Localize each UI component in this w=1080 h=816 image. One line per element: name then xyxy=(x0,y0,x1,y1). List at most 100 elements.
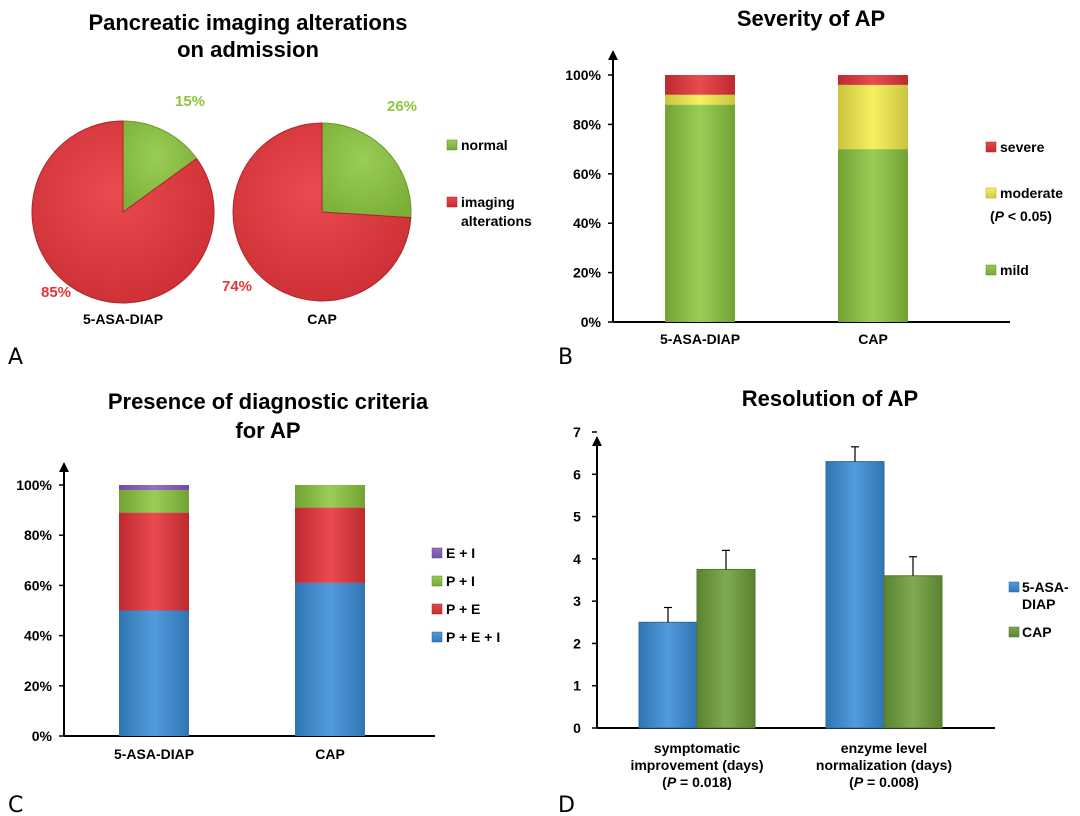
panel-label-c: C xyxy=(8,793,23,816)
panel-b-title: Severity of AP xyxy=(737,6,885,31)
panel-c-y-tick-label: 0% xyxy=(32,728,53,744)
panel-c-y-tick-label: 60% xyxy=(24,577,53,593)
paren: ( xyxy=(849,774,854,790)
legend-swatch xyxy=(446,139,458,151)
panel-d-y-tick-label: 2 xyxy=(573,635,581,651)
panel-c-y-tick-label: 40% xyxy=(24,628,53,644)
panel-label-a: A xyxy=(8,345,23,370)
panel-b-bar-segment xyxy=(838,84,908,150)
axis-arrow-icon xyxy=(592,436,602,446)
panel-b-y-tick-label: 0% xyxy=(581,314,602,330)
panel-d-bar xyxy=(825,461,885,729)
pie-slice xyxy=(122,120,198,213)
panel-c-title: for AP xyxy=(235,418,300,443)
panel-d-y-tick-label: 5 xyxy=(573,509,581,525)
pie-category-label: CAP xyxy=(307,311,337,327)
panel-b-y-tick-label: 100% xyxy=(565,67,601,83)
axis-arrow-icon xyxy=(608,50,618,60)
legend-label: P + E + I xyxy=(446,629,500,645)
legend-label: 5-ASA- xyxy=(1022,579,1069,595)
legend-swatch xyxy=(431,603,443,615)
p-rest: = 0.018) xyxy=(676,774,732,790)
panel-c-category-label: 5-ASA-DIAP xyxy=(114,746,194,762)
panel-d-category-label: enzyme level xyxy=(841,740,927,756)
legend-label: severe xyxy=(1000,139,1045,155)
panel-d-p-value: (P = 0.008) xyxy=(849,774,919,790)
p-symbol: P xyxy=(667,774,677,790)
panel-a-title: on admission xyxy=(177,37,319,62)
pie-slice xyxy=(232,122,412,302)
legend-label: imaging xyxy=(461,194,515,210)
panel-a-title: Pancreatic imaging alterations xyxy=(88,10,407,35)
legend-label: alterations xyxy=(461,213,532,229)
legend-label: normal xyxy=(461,137,508,153)
p-rest: = 0.008) xyxy=(863,774,919,790)
legend-swatch xyxy=(1008,581,1020,593)
panel-c-bar-segment xyxy=(119,610,189,736)
panel-d-bar xyxy=(696,568,756,729)
panel-c-category-label: CAP xyxy=(315,746,345,762)
panel-b-y-tick-label: 40% xyxy=(573,215,602,231)
legend-swatch xyxy=(431,547,443,559)
panel-d-y-tick-label: 4 xyxy=(573,551,581,567)
panel-b-bar-segment xyxy=(665,94,735,105)
panel-c-y-tick-label: 100% xyxy=(16,477,52,493)
panel-c-bar-segment xyxy=(295,485,365,508)
legend-note: (P < 0.05) xyxy=(990,208,1052,224)
p-rest: < 0.05) xyxy=(1004,208,1052,224)
p-symbol: P xyxy=(854,774,864,790)
panel-d-title: Resolution of AP xyxy=(742,386,918,411)
legend-swatch xyxy=(985,187,997,199)
panel-label-d: D xyxy=(558,793,575,816)
pie-percent-label: 85% xyxy=(41,284,71,301)
panel-label-b: B xyxy=(558,345,573,370)
panel-b-category-label: 5-ASA-DIAP xyxy=(660,331,740,347)
panel-b-bar-segment xyxy=(665,104,735,322)
legend-label: P + I xyxy=(446,573,475,589)
panel-d-y-tick-label: 0 xyxy=(573,720,581,736)
panel-c-y-tick-label: 20% xyxy=(24,678,53,694)
legend-label: CAP xyxy=(1022,624,1052,640)
panel-c-bar-segment xyxy=(119,485,189,491)
pie-percent-label: 74% xyxy=(222,278,252,295)
legend-swatch xyxy=(1008,626,1020,638)
pie-percent-label: 15% xyxy=(175,93,205,110)
panel-c-bar-segment xyxy=(295,582,365,736)
axis-arrow-icon xyxy=(59,462,69,472)
panel-d-category-label: improvement (days) xyxy=(630,757,763,773)
legend-swatch xyxy=(446,196,458,208)
legend-swatch xyxy=(985,264,997,276)
paren: ( xyxy=(990,208,995,224)
legend-label: E + I xyxy=(446,545,475,561)
legend-label: mild xyxy=(1000,262,1029,278)
panel-b-y-tick-label: 80% xyxy=(573,116,602,132)
panel-c-bar-segment xyxy=(295,507,365,583)
panel-c-bar-segment xyxy=(119,490,189,513)
legend-swatch xyxy=(431,631,443,643)
panel-c-bar-segment xyxy=(119,512,189,611)
pie-slice xyxy=(321,122,412,219)
panel-b-bar-segment xyxy=(838,149,908,322)
legend-label: moderate xyxy=(1000,185,1063,201)
legend-swatch xyxy=(431,575,443,587)
legend-label: P + E xyxy=(446,601,480,617)
panel-b-y-tick-label: 60% xyxy=(573,166,602,182)
pie-category-label: 5-ASA-DIAP xyxy=(83,311,163,327)
panel-d-y-tick-label: 3 xyxy=(573,593,581,609)
panel-d-bar xyxy=(883,575,943,729)
pie-percent-label: 26% xyxy=(387,98,417,115)
panel-d-y-tick-label: 1 xyxy=(573,678,581,694)
panel-c-y-tick-label: 80% xyxy=(24,527,53,543)
panel-d-category-label: normalization (days) xyxy=(816,757,952,773)
panel-d-y-tick-label: 7 xyxy=(573,424,581,440)
panel-d-y-tick-label: 6 xyxy=(573,466,581,482)
panel-d-p-value: (P = 0.018) xyxy=(662,774,732,790)
panel-d-bar xyxy=(638,621,698,729)
panel-b-bar-segment xyxy=(838,75,908,85)
legend-swatch xyxy=(985,141,997,153)
p-symbol: P xyxy=(995,208,1005,224)
panel-b-category-label: CAP xyxy=(858,331,888,347)
pie-slice xyxy=(31,120,215,304)
legend-label: DIAP xyxy=(1022,596,1055,612)
